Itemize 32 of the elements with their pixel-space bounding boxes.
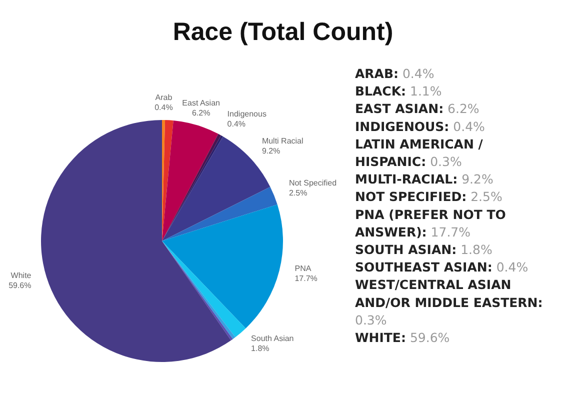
text: MULTI-RACIAL: 9.2% xyxy=(355,172,494,187)
data-label: 17.7% xyxy=(294,274,318,283)
pie-slice xyxy=(162,204,283,328)
data-label: 0.4% xyxy=(154,103,173,112)
text: INDIGENOUS: 0.4% xyxy=(355,118,486,134)
text: BLACK: 1.1% xyxy=(355,84,442,99)
slice-label: White xyxy=(10,270,32,280)
data-label: 9.2% xyxy=(262,146,280,156)
slice-label: Multi Racial xyxy=(262,136,304,146)
text: PNA (PREFER NOT TO ANSWER): 17.7% xyxy=(355,206,506,240)
text: ARAB: 0.4% xyxy=(355,66,434,81)
data-label: 59.6% xyxy=(8,280,32,290)
text: SOUTH ASIAN: 1.8% xyxy=(355,242,492,257)
slice-label: South Asian xyxy=(251,334,294,344)
chart-title: Race (Total Count) xyxy=(172,18,394,46)
data-label: 2.5% xyxy=(288,188,308,198)
data-label: 6.2% xyxy=(192,108,210,118)
data-label: 1.8% xyxy=(251,344,270,354)
text: WHITE: 59.6% xyxy=(355,330,450,345)
text: NOT SPECIFIED: 2.5% xyxy=(355,189,502,204)
pie-slice xyxy=(162,120,174,241)
slice-label: Indigenous xyxy=(227,110,266,119)
slice-label: East Asian xyxy=(182,98,220,108)
pie-slice xyxy=(162,186,278,241)
text: EAST ASIAN: 6.2% xyxy=(355,101,480,116)
data-label: 0.4% xyxy=(227,120,246,129)
slice-label: Arab xyxy=(155,93,173,102)
text: WEST/CENTRAL ASIAN AND/OR MIDDLE EASTERN: 0.3% xyxy=(355,277,543,328)
text: SOUTHEAST ASIAN: 0.4% xyxy=(355,260,528,275)
slice-label: Not Specified xyxy=(288,178,337,188)
text: LATIN AMERICAN / HISPANIC: 0.3% xyxy=(355,136,483,169)
slice-label: PNA xyxy=(294,264,312,273)
